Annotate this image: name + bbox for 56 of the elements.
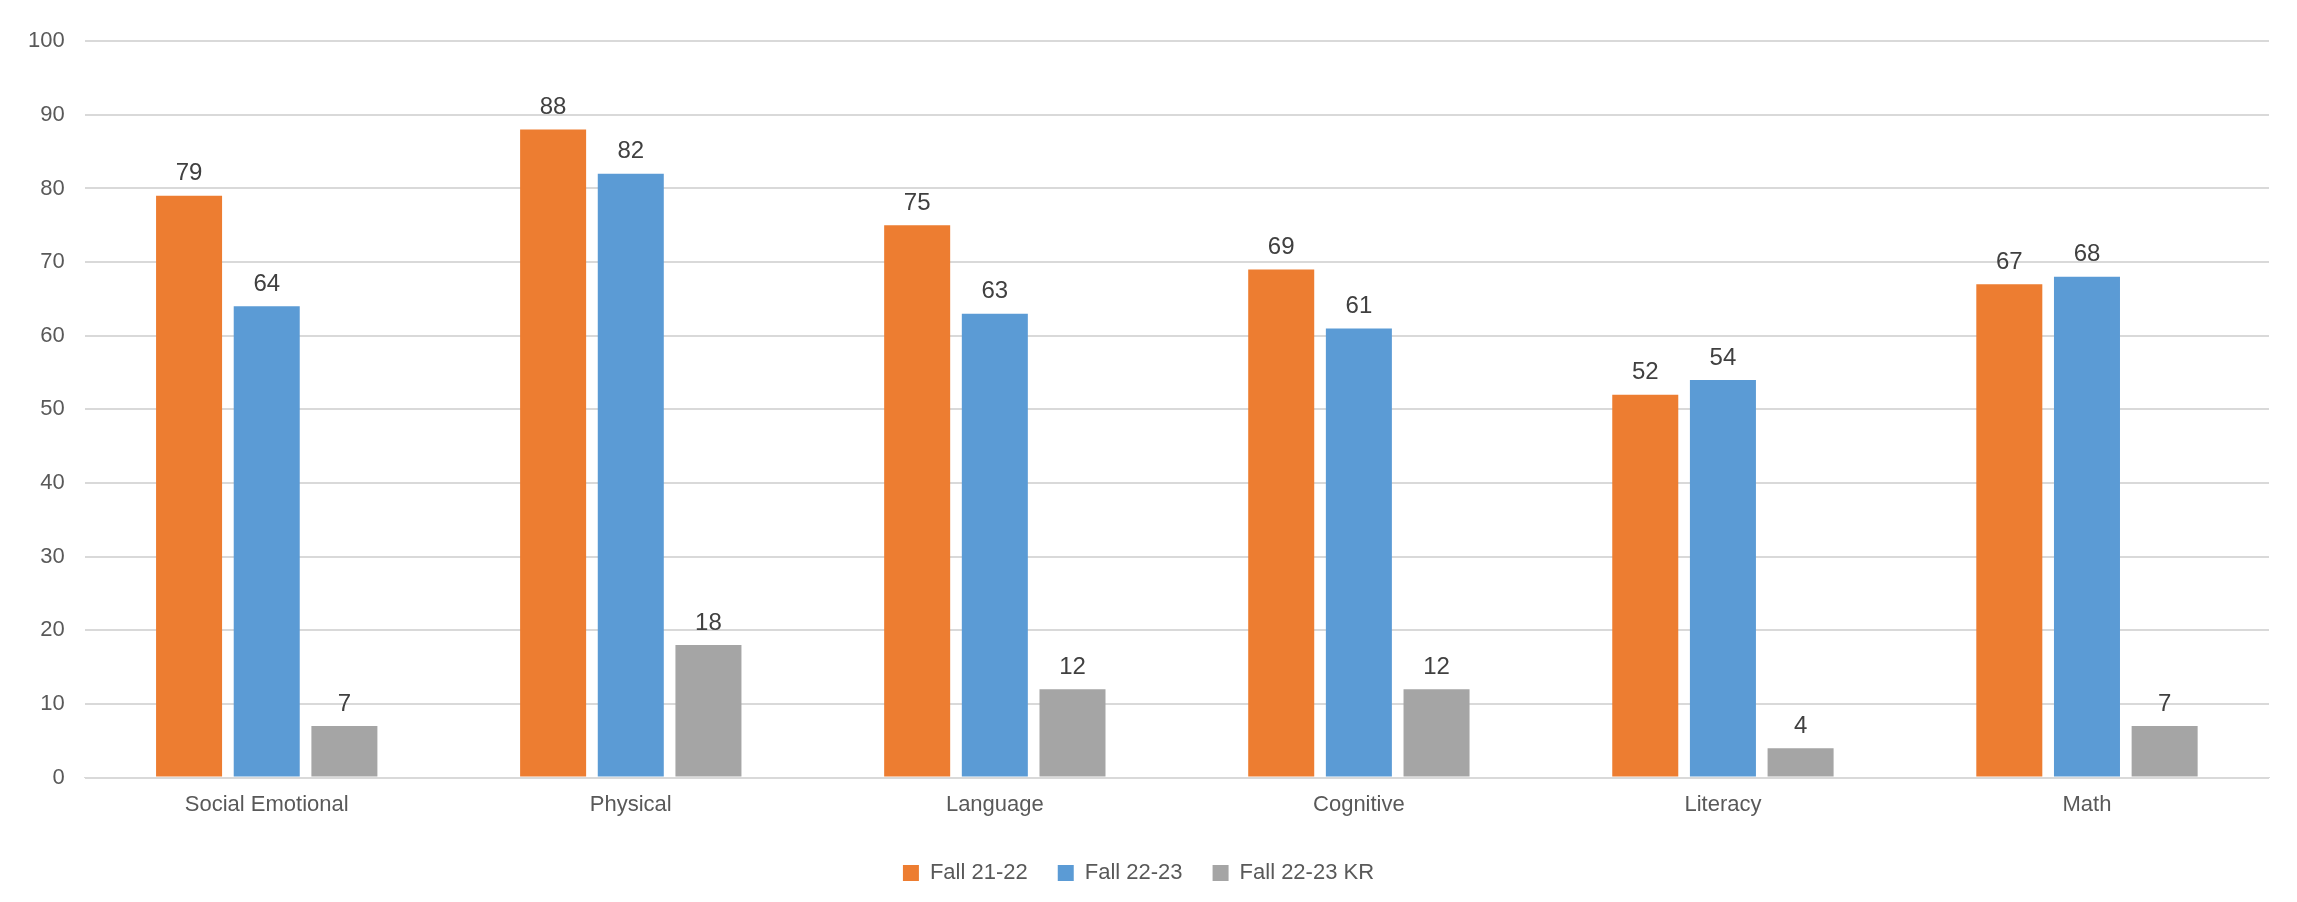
data-label: 7 — [337, 688, 352, 716]
data-label: 7 — [2157, 688, 2172, 716]
data-label: 68 — [2073, 239, 2101, 267]
y-tick-label: 90 — [40, 100, 65, 126]
bar — [1039, 689, 1106, 777]
data-label: 18 — [695, 607, 722, 635]
bar — [961, 313, 1028, 777]
y-tick-label: 100 — [27, 27, 65, 53]
data-label: 82 — [617, 136, 645, 164]
data-label: 63 — [981, 276, 1009, 304]
data-label: 75 — [903, 187, 931, 215]
y-tick-label: 0 — [52, 763, 65, 789]
bar — [884, 225, 951, 777]
bar — [233, 306, 300, 777]
bar — [520, 129, 587, 777]
data-label: 12 — [1059, 651, 1086, 679]
data-label: 64 — [253, 268, 281, 296]
data-label: 67 — [1995, 246, 2023, 274]
legend-label: Fall 21-22 — [929, 859, 1028, 885]
data-label: 79 — [175, 158, 203, 186]
y-tick-label: 30 — [40, 542, 65, 568]
y-tick-label: 80 — [40, 174, 65, 200]
data-label: 52 — [1631, 357, 1659, 385]
bar — [1248, 269, 1315, 777]
bar — [675, 645, 742, 777]
x-tick-label: Physical — [589, 790, 672, 816]
x-tick-label: Language — [945, 790, 1044, 816]
legend-label: Fall 22-23 — [1084, 859, 1183, 885]
y-tick-label: 60 — [40, 321, 65, 347]
x-tick-label: Literacy — [1684, 790, 1762, 816]
legend-label: Fall 22-23 KR — [1239, 859, 1375, 885]
bar — [1325, 328, 1392, 777]
y-tick-label: 10 — [40, 690, 65, 716]
bar — [2131, 726, 2198, 777]
data-label: 54 — [1709, 342, 1737, 370]
x-tick-label: Social Emotional — [184, 790, 349, 816]
data-label: 69 — [1267, 232, 1295, 260]
bar — [156, 195, 223, 777]
bar — [1767, 748, 1834, 777]
bar — [2053, 276, 2120, 777]
y-tick-label: 40 — [40, 469, 65, 495]
data-label: 61 — [1345, 291, 1373, 319]
bar — [597, 173, 664, 777]
data-label: 88 — [539, 92, 567, 120]
bar — [1403, 689, 1470, 777]
x-tick-label: Cognitive — [1313, 790, 1405, 816]
bar — [1689, 379, 1756, 777]
y-tick-label: 70 — [40, 248, 65, 274]
data-label: 12 — [1423, 651, 1450, 679]
y-tick-label: 50 — [40, 395, 65, 421]
bar — [1612, 394, 1679, 777]
data-label: 4 — [1793, 710, 1808, 738]
x-tick-label: Math — [2062, 790, 2112, 816]
bar — [311, 726, 378, 777]
y-tick-label: 20 — [40, 616, 65, 642]
bar — [1976, 284, 2043, 777]
